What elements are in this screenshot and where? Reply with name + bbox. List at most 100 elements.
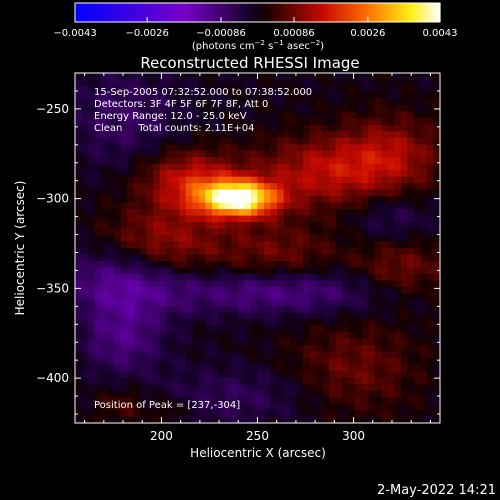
heatmap-cell [166,92,174,100]
heatmap-cell [101,390,109,398]
heatmap-cell [127,325,135,333]
heatmap-cell [309,358,317,366]
heatmap-cell [120,183,128,191]
heatmap-cell [244,105,252,113]
heatmap-cell [231,124,239,132]
heatmap-cell [159,273,167,281]
heatmap-cell [290,293,298,301]
heatmap-cell [264,332,272,340]
heatmap-cell [166,364,174,372]
heatmap-cell [407,209,415,217]
heatmap-cell [179,384,187,392]
heatmap-cell [270,410,278,418]
heatmap-cell [257,170,265,178]
heatmap-cell [394,397,402,405]
heatmap-cell [146,150,154,158]
heatmap-cell [400,364,408,372]
heatmap-cell [296,131,304,139]
heatmap-cell [75,371,83,379]
heatmap-cell [374,157,382,165]
heatmap-cell [296,364,304,372]
heatmap-cell [426,92,434,100]
heatmap-cell [159,286,167,294]
heatmap-cell [433,131,441,139]
heatmap-cell [335,215,343,223]
heatmap-cell [348,92,356,100]
heatmap-cell [231,85,239,93]
heatmap-cell [322,183,330,191]
heatmap-cell [283,280,291,288]
heatmap-cell [250,118,258,126]
heatmap-cell [211,377,219,385]
heatmap-cell [140,202,148,210]
heatmap-cell [153,358,161,366]
heatmap-cell [153,273,161,281]
heatmap-cell [198,137,206,145]
heatmap-cell [127,202,135,210]
heatmap-cell [322,228,330,236]
colorbar-cell [126,3,131,22]
heatmap-cell [309,215,317,223]
heatmap-cell [355,254,363,262]
colorbar-cell [99,3,103,22]
heatmap-cell [179,397,187,405]
heatmap-cell [179,338,187,346]
heatmap-cell [231,351,239,359]
heatmap-cell [296,170,304,178]
heatmap-cell [250,85,258,93]
heatmap-cell [433,410,441,418]
heatmap-cell [361,118,369,126]
colorbar-cell [187,3,192,22]
heatmap-cell [172,131,180,139]
heatmap-cell [348,312,356,320]
heatmap-cell [309,351,317,359]
heatmap-cell [277,312,285,320]
heatmap-cell [250,183,258,191]
heatmap-cell [257,345,265,353]
heatmap-cell [348,79,356,87]
heatmap-cell [270,92,278,100]
heatmap-cell [303,345,311,353]
heatmap-cell [381,286,389,294]
heatmap-cell [224,111,232,119]
heatmap-cell [237,267,245,275]
heatmap-cell [270,319,278,327]
colorbar-cell [166,3,170,22]
heatmap-cell [387,137,395,145]
heatmap-cell [361,351,369,359]
heatmap-cell [185,176,193,184]
heatmap-cell [394,351,402,359]
heatmap-cell [413,98,421,106]
heatmap-cell [101,286,109,294]
heatmap-cell [374,319,382,327]
heatmap-cell [348,176,356,184]
heatmap-cell [166,189,174,197]
heatmap-cell [75,176,83,184]
heatmap-cell [355,410,363,418]
heatmap-cell [166,196,174,204]
heatmap-cell [309,364,317,372]
heatmap-cell [127,338,135,346]
heatmap-cell [127,260,135,268]
heatmap-cell [101,124,109,132]
heatmap-cell [355,235,363,243]
colorbar-cell [321,3,326,22]
heatmap-cell [381,79,389,87]
heatmap-cell [368,345,376,353]
heatmap-cell [172,325,180,333]
heatmap-cell [153,209,161,217]
heatmap-cell [198,280,206,288]
heatmap-cell [205,338,213,346]
heatmap-cell [329,144,337,152]
heatmap-cell [185,98,193,106]
heatmap-cell [381,215,389,223]
heatmap-cell [146,345,154,353]
heatmap-cell [185,306,193,314]
heatmap-cell [361,131,369,139]
heatmap-cell [244,202,252,210]
heatmap-cell [374,150,382,158]
heatmap-cell [309,202,317,210]
heatmap-cell [433,228,441,236]
heatmap-cell [88,131,96,139]
heatmap-cell [322,416,330,424]
